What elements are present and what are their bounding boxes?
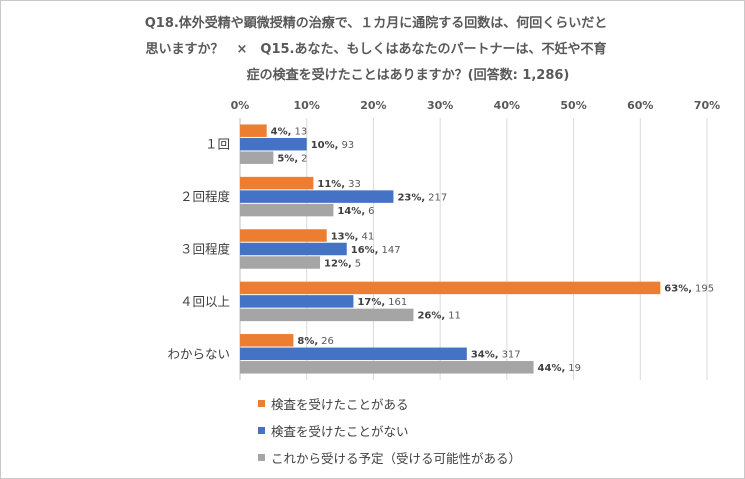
chart-title: Q18.体外受精や顕微授精の治療で、１カ月に通院する回数は、何回くらいだと思いま…	[145, 15, 608, 83]
bar	[240, 203, 334, 217]
x-tick-label: 0%	[231, 99, 250, 112]
data-label: 44%, 19	[538, 363, 581, 374]
x-tick-label: 20%	[360, 99, 386, 112]
bar	[240, 347, 467, 361]
legend: 検査を受けたことがある検査を受けたことがないこれから受ける予定（受ける可能性があ…	[258, 397, 521, 466]
x-tick-label: 60%	[627, 99, 653, 112]
data-label: 23%, 217	[397, 192, 447, 203]
bar	[240, 137, 307, 151]
legend-entry: これから受ける予定（受ける可能性がある）	[271, 451, 521, 466]
bar	[240, 151, 274, 164]
x-tick-label: 40%	[494, 99, 520, 112]
data-label: 17%, 161	[357, 297, 407, 308]
gridlines	[306, 118, 708, 380]
data-label: 34%, 317	[471, 350, 521, 361]
data-label: 12%, 5	[324, 258, 361, 269]
bar	[240, 190, 394, 203]
legend-entry: 検査を受けたことがある	[271, 397, 409, 412]
data-label: 14%, 6	[337, 206, 374, 217]
category-label: ４回以上	[180, 294, 230, 309]
chart-title-line-1: Q18.体外受精や顕微授精の治療で、１カ月に通院する回数は、何回くらいだと	[145, 15, 608, 31]
data-label: 11%, 33	[317, 179, 360, 190]
x-tick-label: 50%	[560, 99, 586, 112]
category-label: １回	[205, 137, 230, 152]
x-tick-label: 70%	[694, 99, 720, 112]
data-label: 16%, 147	[351, 245, 401, 256]
legend-entry: 検査を受けたことがない	[271, 424, 409, 439]
data-label: 13%, 41	[331, 231, 374, 242]
chart-title-line-3: 症の検査を受けたことはありますか？(回答数: 1,286)	[247, 67, 570, 83]
bar	[240, 256, 321, 269]
x-tick-label: 10%	[294, 99, 320, 112]
bar	[240, 281, 661, 295]
data-label: 8%, 26	[297, 336, 334, 347]
bar	[240, 361, 534, 374]
bar	[240, 295, 354, 308]
bar	[240, 242, 347, 256]
category-label: ３回程度	[180, 242, 231, 257]
bars	[240, 124, 661, 374]
x-tick-label: 30%	[427, 99, 453, 112]
legend-swatch	[258, 400, 265, 407]
bar	[240, 308, 414, 322]
data-label: 5%, 2	[277, 153, 307, 164]
category-label: わからない	[167, 346, 230, 361]
bar	[240, 229, 327, 242]
legend-swatch	[258, 454, 265, 461]
bar	[240, 176, 314, 190]
legend-swatch	[258, 427, 265, 434]
data-label: 63%, 195	[664, 284, 714, 295]
bar	[240, 124, 267, 137]
data-label: 26%, 11	[417, 311, 460, 322]
x-axis-ticks: 0% 10% 20% 30% 40% 50% 60% 70%	[231, 99, 721, 112]
bar	[240, 334, 294, 347]
data-label: 10%, 93	[311, 140, 354, 151]
chart-title-line-2: 思いますか？ × Q15.あなた、もしくはあなたのパートナーは、不妊や不育	[146, 41, 607, 57]
category-label: ２回程度	[180, 189, 231, 204]
data-label: 4%, 13	[271, 126, 308, 137]
